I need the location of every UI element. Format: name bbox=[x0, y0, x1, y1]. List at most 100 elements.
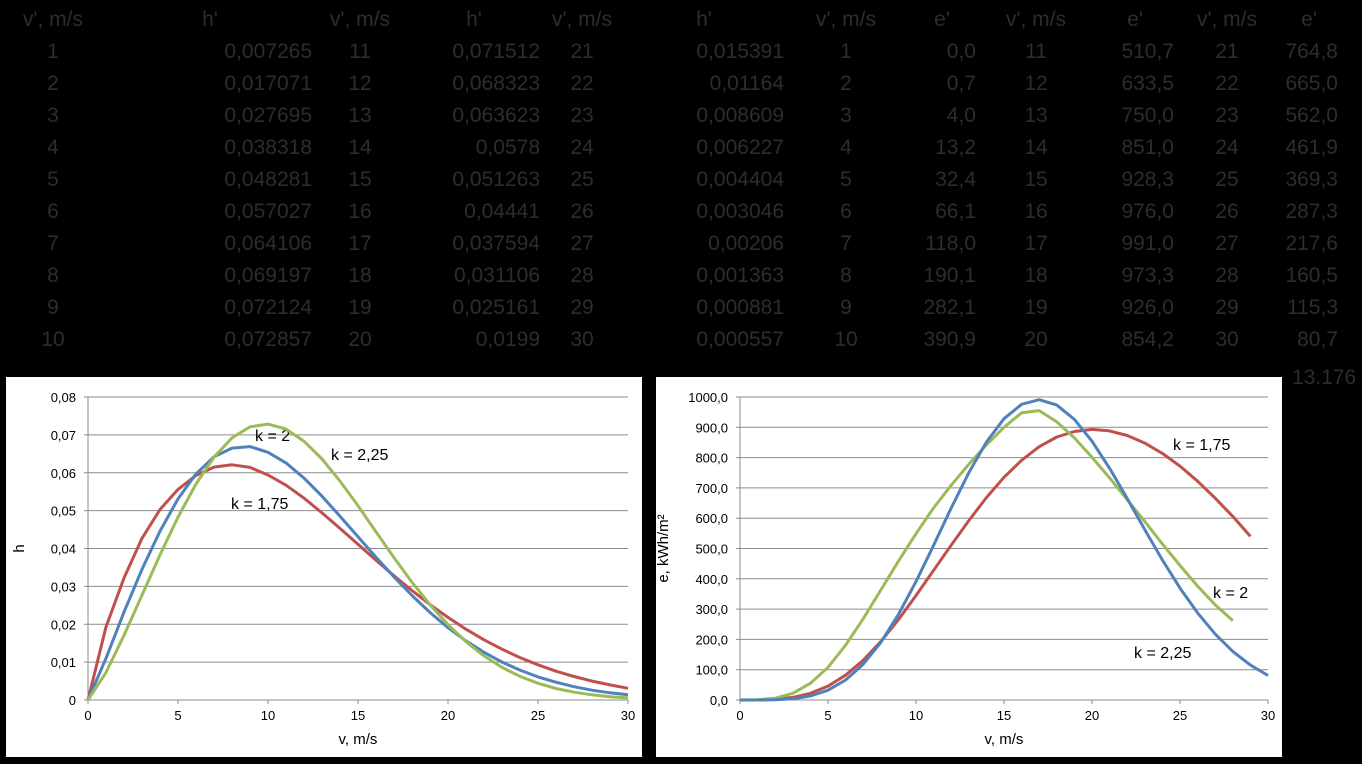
x-tick-label: 30 bbox=[1261, 708, 1275, 723]
column-header: v', m/s bbox=[22, 8, 83, 31]
x-tick-label: 25 bbox=[531, 708, 545, 723]
x-tick-label: 20 bbox=[1085, 708, 1099, 723]
value-cell: 160,5 bbox=[1285, 264, 1338, 287]
value-cell: 0,001363 bbox=[696, 264, 784, 287]
series-line bbox=[740, 398, 1269, 702]
speed-cell: 28 bbox=[570, 264, 594, 287]
column-header: v', m/s bbox=[551, 8, 612, 31]
series-label: k = 2,25 bbox=[1134, 645, 1191, 662]
speed-cell: 12 bbox=[1024, 72, 1048, 95]
value-cell: 217,6 bbox=[1285, 232, 1338, 255]
value-cell: 115,3 bbox=[1287, 296, 1338, 319]
speed-cell: 24 bbox=[1215, 136, 1239, 159]
value-cell: 973,3 bbox=[1121, 264, 1174, 287]
value-cell: 0,057027 bbox=[224, 200, 312, 223]
speed-cell: 30 bbox=[570, 328, 594, 351]
value-cell: 118,0 bbox=[925, 232, 976, 255]
x-tick-label: 0 bbox=[84, 708, 91, 723]
y-tick-label: 0,06 bbox=[51, 466, 76, 481]
series-line bbox=[86, 422, 629, 701]
series-line bbox=[739, 427, 1252, 702]
speed-cell: 8 bbox=[840, 264, 852, 287]
value-cell: 4,0 bbox=[946, 104, 976, 127]
value-cell: 32,4 bbox=[935, 168, 976, 191]
value-cell: 0,071512 bbox=[452, 40, 540, 63]
y-tick-label: 0,05 bbox=[51, 504, 76, 519]
x-axis-label: v, m/s bbox=[339, 731, 378, 748]
x-tick-label: 5 bbox=[824, 708, 831, 723]
table-row: 3 0,027695 13 0,063623 23 0,008609 3 4,0 13 750,0… bbox=[0, 100, 1340, 132]
speed-cell: 6 bbox=[47, 200, 59, 223]
speed-cell: 21 bbox=[570, 40, 594, 63]
speed-cell: 3 bbox=[840, 104, 852, 127]
x-tick-label: 10 bbox=[909, 708, 923, 723]
value-cell: 976,0 bbox=[1121, 200, 1174, 223]
y-tick-label: 200,0 bbox=[695, 632, 728, 647]
y-tick-label: 500,0 bbox=[695, 542, 728, 557]
speed-cell: 14 bbox=[1024, 136, 1048, 159]
y-axis-label: e, kWh/m² bbox=[656, 514, 672, 582]
series-label: k = 2 bbox=[255, 428, 290, 445]
value-cell: 0,04441 bbox=[464, 200, 540, 223]
series-label: k = 1,75 bbox=[1173, 437, 1230, 454]
value-cell: 0,006227 bbox=[696, 136, 784, 159]
speed-cell: 11 bbox=[1025, 40, 1047, 63]
speed-cell: 4 bbox=[47, 136, 59, 159]
speed-cell: 3 bbox=[47, 104, 59, 127]
speed-cell: 22 bbox=[570, 72, 594, 95]
y-tick-label: 800,0 bbox=[695, 451, 728, 466]
x-axis-label: v, m/s bbox=[985, 731, 1024, 748]
value-cell: 0,000881 bbox=[696, 296, 784, 319]
speed-cell: 9 bbox=[840, 296, 852, 319]
speed-cell: 1 bbox=[840, 40, 852, 63]
speed-cell: 18 bbox=[348, 264, 372, 287]
column-header: e' bbox=[1301, 8, 1317, 31]
value-cell: 928,3 bbox=[1121, 168, 1174, 191]
speed-cell: 19 bbox=[1024, 296, 1048, 319]
data-table: v', m/s h' v', m/s h' v', m/s h' v', m/s e' v', … bbox=[0, 4, 1340, 356]
speed-cell: 26 bbox=[570, 200, 594, 223]
y-tick-label: 0,08 bbox=[51, 390, 76, 405]
value-cell: 0,007265 bbox=[224, 40, 312, 63]
speed-cell: 28 bbox=[1215, 264, 1239, 287]
speed-cell: 9 bbox=[47, 296, 59, 319]
value-cell: 764,8 bbox=[1285, 40, 1338, 63]
table-row: 6 0,057027 16 0,04441 26 0,003046 6 66,1 16 976,0… bbox=[0, 196, 1340, 228]
table-total: 13.176 bbox=[1292, 366, 1357, 389]
y-tick-label: 300,0 bbox=[695, 602, 728, 617]
series-label: k = 2,25 bbox=[331, 447, 388, 464]
speed-cell: 14 bbox=[348, 136, 372, 159]
value-cell: 510,7 bbox=[1121, 40, 1174, 63]
x-tick-label: 10 bbox=[261, 708, 275, 723]
speed-cell: 10 bbox=[834, 328, 858, 351]
column-header: h' bbox=[202, 8, 218, 31]
speed-cell: 23 bbox=[1215, 104, 1239, 127]
table-row: 4 0,038318 14 0,0578 24 0,006227 4 13,2 14 851,0 2… bbox=[0, 132, 1340, 164]
value-cell: 0,025161 bbox=[452, 296, 540, 319]
speed-cell: 27 bbox=[1215, 232, 1239, 255]
series-line bbox=[86, 445, 629, 701]
column-header: v', m/s bbox=[329, 8, 390, 31]
value-cell: 0,031106 bbox=[453, 264, 540, 287]
value-cell: 66,1 bbox=[935, 200, 976, 223]
speed-cell: 24 bbox=[570, 136, 594, 159]
speed-cell: 7 bbox=[840, 232, 852, 255]
value-cell: 80,7 bbox=[1297, 328, 1338, 351]
value-cell: 0,027695 bbox=[224, 104, 312, 127]
speed-cell: 15 bbox=[1024, 168, 1048, 191]
value-cell: 0,01164 bbox=[709, 72, 784, 95]
speed-cell: 17 bbox=[1024, 232, 1048, 255]
speed-cell: 22 bbox=[1215, 72, 1239, 95]
value-cell: 0,008609 bbox=[696, 104, 784, 127]
speed-cell: 29 bbox=[570, 296, 594, 319]
y-tick-label: 0,03 bbox=[51, 579, 76, 594]
value-cell: 0,017071 bbox=[224, 72, 312, 95]
y-tick-label: 1000,0 bbox=[688, 390, 728, 405]
value-cell: 0,069197 bbox=[224, 264, 312, 287]
table-row: 9 0,072124 19 0,025161 29 0,000881 9 282,1 19 926… bbox=[0, 292, 1340, 324]
speed-cell: 21 bbox=[1215, 40, 1239, 63]
speed-cell: 11 bbox=[349, 40, 371, 63]
energy-distribution-svg: 0,0 100,0 200,0 300,0 400,0 500,0 600,0 700,0 80… bbox=[655, 390, 1275, 748]
value-cell: 0,004404 bbox=[696, 168, 784, 191]
y-tick-label: 0 bbox=[69, 693, 76, 708]
